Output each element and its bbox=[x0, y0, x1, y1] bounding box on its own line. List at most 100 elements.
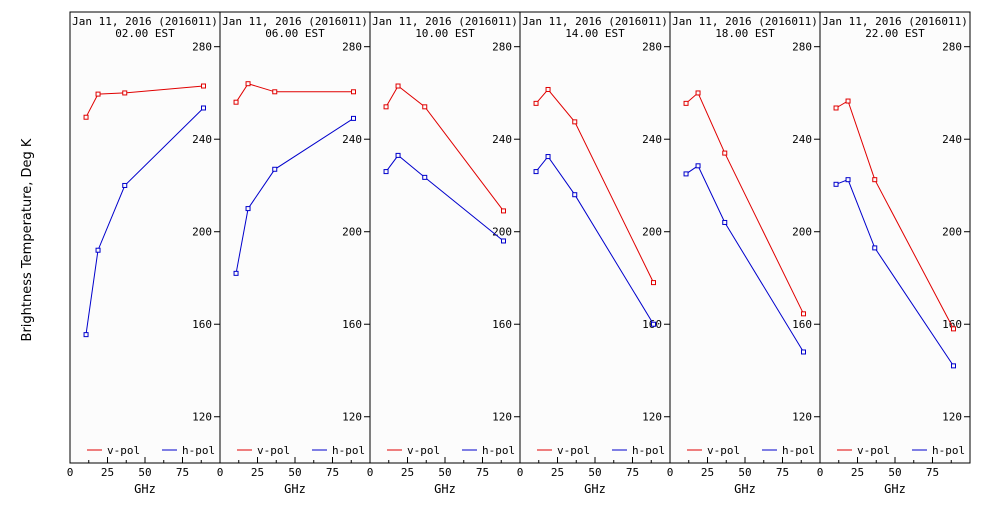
point-h-pol bbox=[501, 238, 506, 244]
y-axis-label: Brightness Temperature, Deg K bbox=[20, 138, 35, 341]
x-tick-label: 25 bbox=[551, 466, 564, 479]
point-h-pol bbox=[833, 181, 839, 187]
y-tick-label: 200 bbox=[642, 226, 662, 239]
x-tick-label: 50 bbox=[288, 466, 301, 479]
y-tick-label: 200 bbox=[942, 226, 962, 239]
x-tick-label: 75 bbox=[926, 466, 939, 479]
x-tick-label: 50 bbox=[438, 466, 451, 479]
x-axis-label: GHz bbox=[134, 482, 156, 496]
point-v-pol bbox=[245, 81, 251, 87]
point-h-pol bbox=[683, 171, 689, 177]
y-tick-label: 240 bbox=[192, 133, 212, 146]
panel-frame bbox=[819, 11, 971, 464]
x-axis-label: GHz bbox=[434, 482, 456, 496]
x-tick-label: 25 bbox=[101, 466, 114, 479]
point-h-pol bbox=[845, 177, 851, 183]
point-h-pol bbox=[545, 154, 551, 160]
series-line-h-pol bbox=[835, 179, 954, 367]
panel-3: Jan 11, 2016 (2016011)10.00 EST 120 160 200… bbox=[367, 11, 521, 496]
y-tick-label: 120 bbox=[942, 411, 962, 424]
point-h-pol bbox=[122, 182, 128, 188]
x-tick-label: 0 bbox=[817, 466, 824, 479]
point-v-pol bbox=[501, 208, 506, 214]
point-v-pol bbox=[845, 98, 851, 104]
point-v-pol bbox=[83, 114, 89, 120]
point-h-pol bbox=[533, 169, 539, 175]
x-tick-label: 50 bbox=[588, 466, 601, 479]
x-tick-label: 0 bbox=[667, 466, 674, 479]
y-tick-label: 200 bbox=[192, 226, 212, 239]
point-h-pol bbox=[872, 245, 878, 251]
x-tick-label: 0 bbox=[367, 466, 374, 479]
panel-4: Jan 11, 2016 (2016011)14.00 EST120160200… bbox=[517, 11, 671, 496]
x-axis-label: GHz bbox=[584, 482, 606, 496]
series-line-v-pol bbox=[85, 85, 204, 118]
y-tick-label: 160 bbox=[192, 318, 212, 331]
x-tick-label: 0 bbox=[67, 466, 74, 479]
panel-5: Jan 11, 2016 (2016011)18.00 EST 120 160 200… bbox=[667, 11, 821, 496]
panel-2: Jan 11, 2016 (2016011)06.00 EST 120 160 200… bbox=[217, 11, 371, 496]
legend-label-h-pol: h-pol bbox=[932, 444, 965, 457]
legend-label-v-pol: v-pol bbox=[257, 444, 290, 457]
point-h-pol bbox=[95, 247, 101, 253]
panel-title: Jan 11, 2016 (2016011) bbox=[522, 15, 668, 28]
point-h-pol bbox=[722, 219, 728, 225]
x-tick-label: 0 bbox=[517, 466, 524, 479]
series-line-v-pol bbox=[385, 85, 504, 212]
x-tick-label: 75 bbox=[176, 466, 189, 479]
x-tick-label: 75 bbox=[626, 466, 639, 479]
point-h-pol bbox=[201, 105, 206, 111]
panel-subtitle: 22.00 EST bbox=[865, 27, 925, 40]
panel-frame bbox=[519, 11, 671, 464]
panel-title: Jan 11, 2016 (2016011) bbox=[72, 15, 218, 28]
point-v-pol bbox=[383, 104, 389, 110]
x-axis-label: GHz bbox=[884, 482, 906, 496]
legend-label-v-pol: v-pol bbox=[407, 444, 440, 457]
point-v-pol bbox=[801, 311, 806, 317]
y-tick-label: 160 bbox=[792, 318, 812, 331]
panel-title: Jan 11, 2016 (2016011) bbox=[822, 15, 968, 28]
point-h-pol bbox=[801, 349, 806, 355]
point-h-pol bbox=[395, 152, 401, 158]
point-h-pol bbox=[383, 169, 389, 175]
point-v-pol bbox=[272, 89, 278, 95]
y-tick-label: 160 bbox=[942, 318, 962, 331]
legend-label-h-pol: h-pol bbox=[332, 444, 365, 457]
y-tick-label: 120 bbox=[642, 411, 662, 424]
y-tick-label: 160 bbox=[342, 318, 362, 331]
x-tick-label: 50 bbox=[888, 466, 901, 479]
series-line-h-pol bbox=[235, 117, 354, 274]
legend-label-v-pol: v-pol bbox=[857, 444, 890, 457]
point-v-pol bbox=[833, 105, 839, 111]
legend-label-h-pol: h-pol bbox=[632, 444, 665, 457]
panel-title: Jan 11, 2016 (2016011) bbox=[672, 15, 818, 28]
x-axis-label: GHz bbox=[284, 482, 306, 496]
panel-subtitle: 02.00 EST bbox=[115, 27, 175, 40]
y-tick-label: 240 bbox=[492, 133, 512, 146]
legend-label-v-pol: v-pol bbox=[707, 444, 740, 457]
y-tick-label: 280 bbox=[942, 41, 962, 54]
panel-frame bbox=[669, 11, 821, 464]
series-line-h-pol bbox=[85, 107, 204, 335]
y-tick-label: 280 bbox=[192, 41, 212, 54]
point-h-pol bbox=[951, 363, 956, 369]
series-line-v-pol bbox=[685, 92, 804, 315]
point-v-pol bbox=[422, 104, 428, 110]
x-tick-label: 0 bbox=[217, 466, 224, 479]
point-v-pol bbox=[545, 86, 551, 92]
y-tick-label: 240 bbox=[792, 133, 812, 146]
panel-frame bbox=[219, 11, 371, 464]
point-h-pol bbox=[422, 174, 428, 180]
y-tick-label: 280 bbox=[342, 41, 362, 54]
y-tick-label: 200 bbox=[492, 226, 512, 239]
y-tick-label: 120 bbox=[492, 411, 512, 424]
x-tick-label: 50 bbox=[138, 466, 151, 479]
point-v-pol bbox=[572, 119, 578, 125]
point-h-pol bbox=[83, 332, 89, 338]
x-tick-label: 75 bbox=[476, 466, 489, 479]
point-v-pol bbox=[872, 177, 878, 183]
point-h-pol bbox=[245, 206, 251, 212]
y-tick-label: 240 bbox=[642, 133, 662, 146]
point-h-pol bbox=[272, 166, 278, 172]
y-tick-label: 120 bbox=[192, 411, 212, 424]
